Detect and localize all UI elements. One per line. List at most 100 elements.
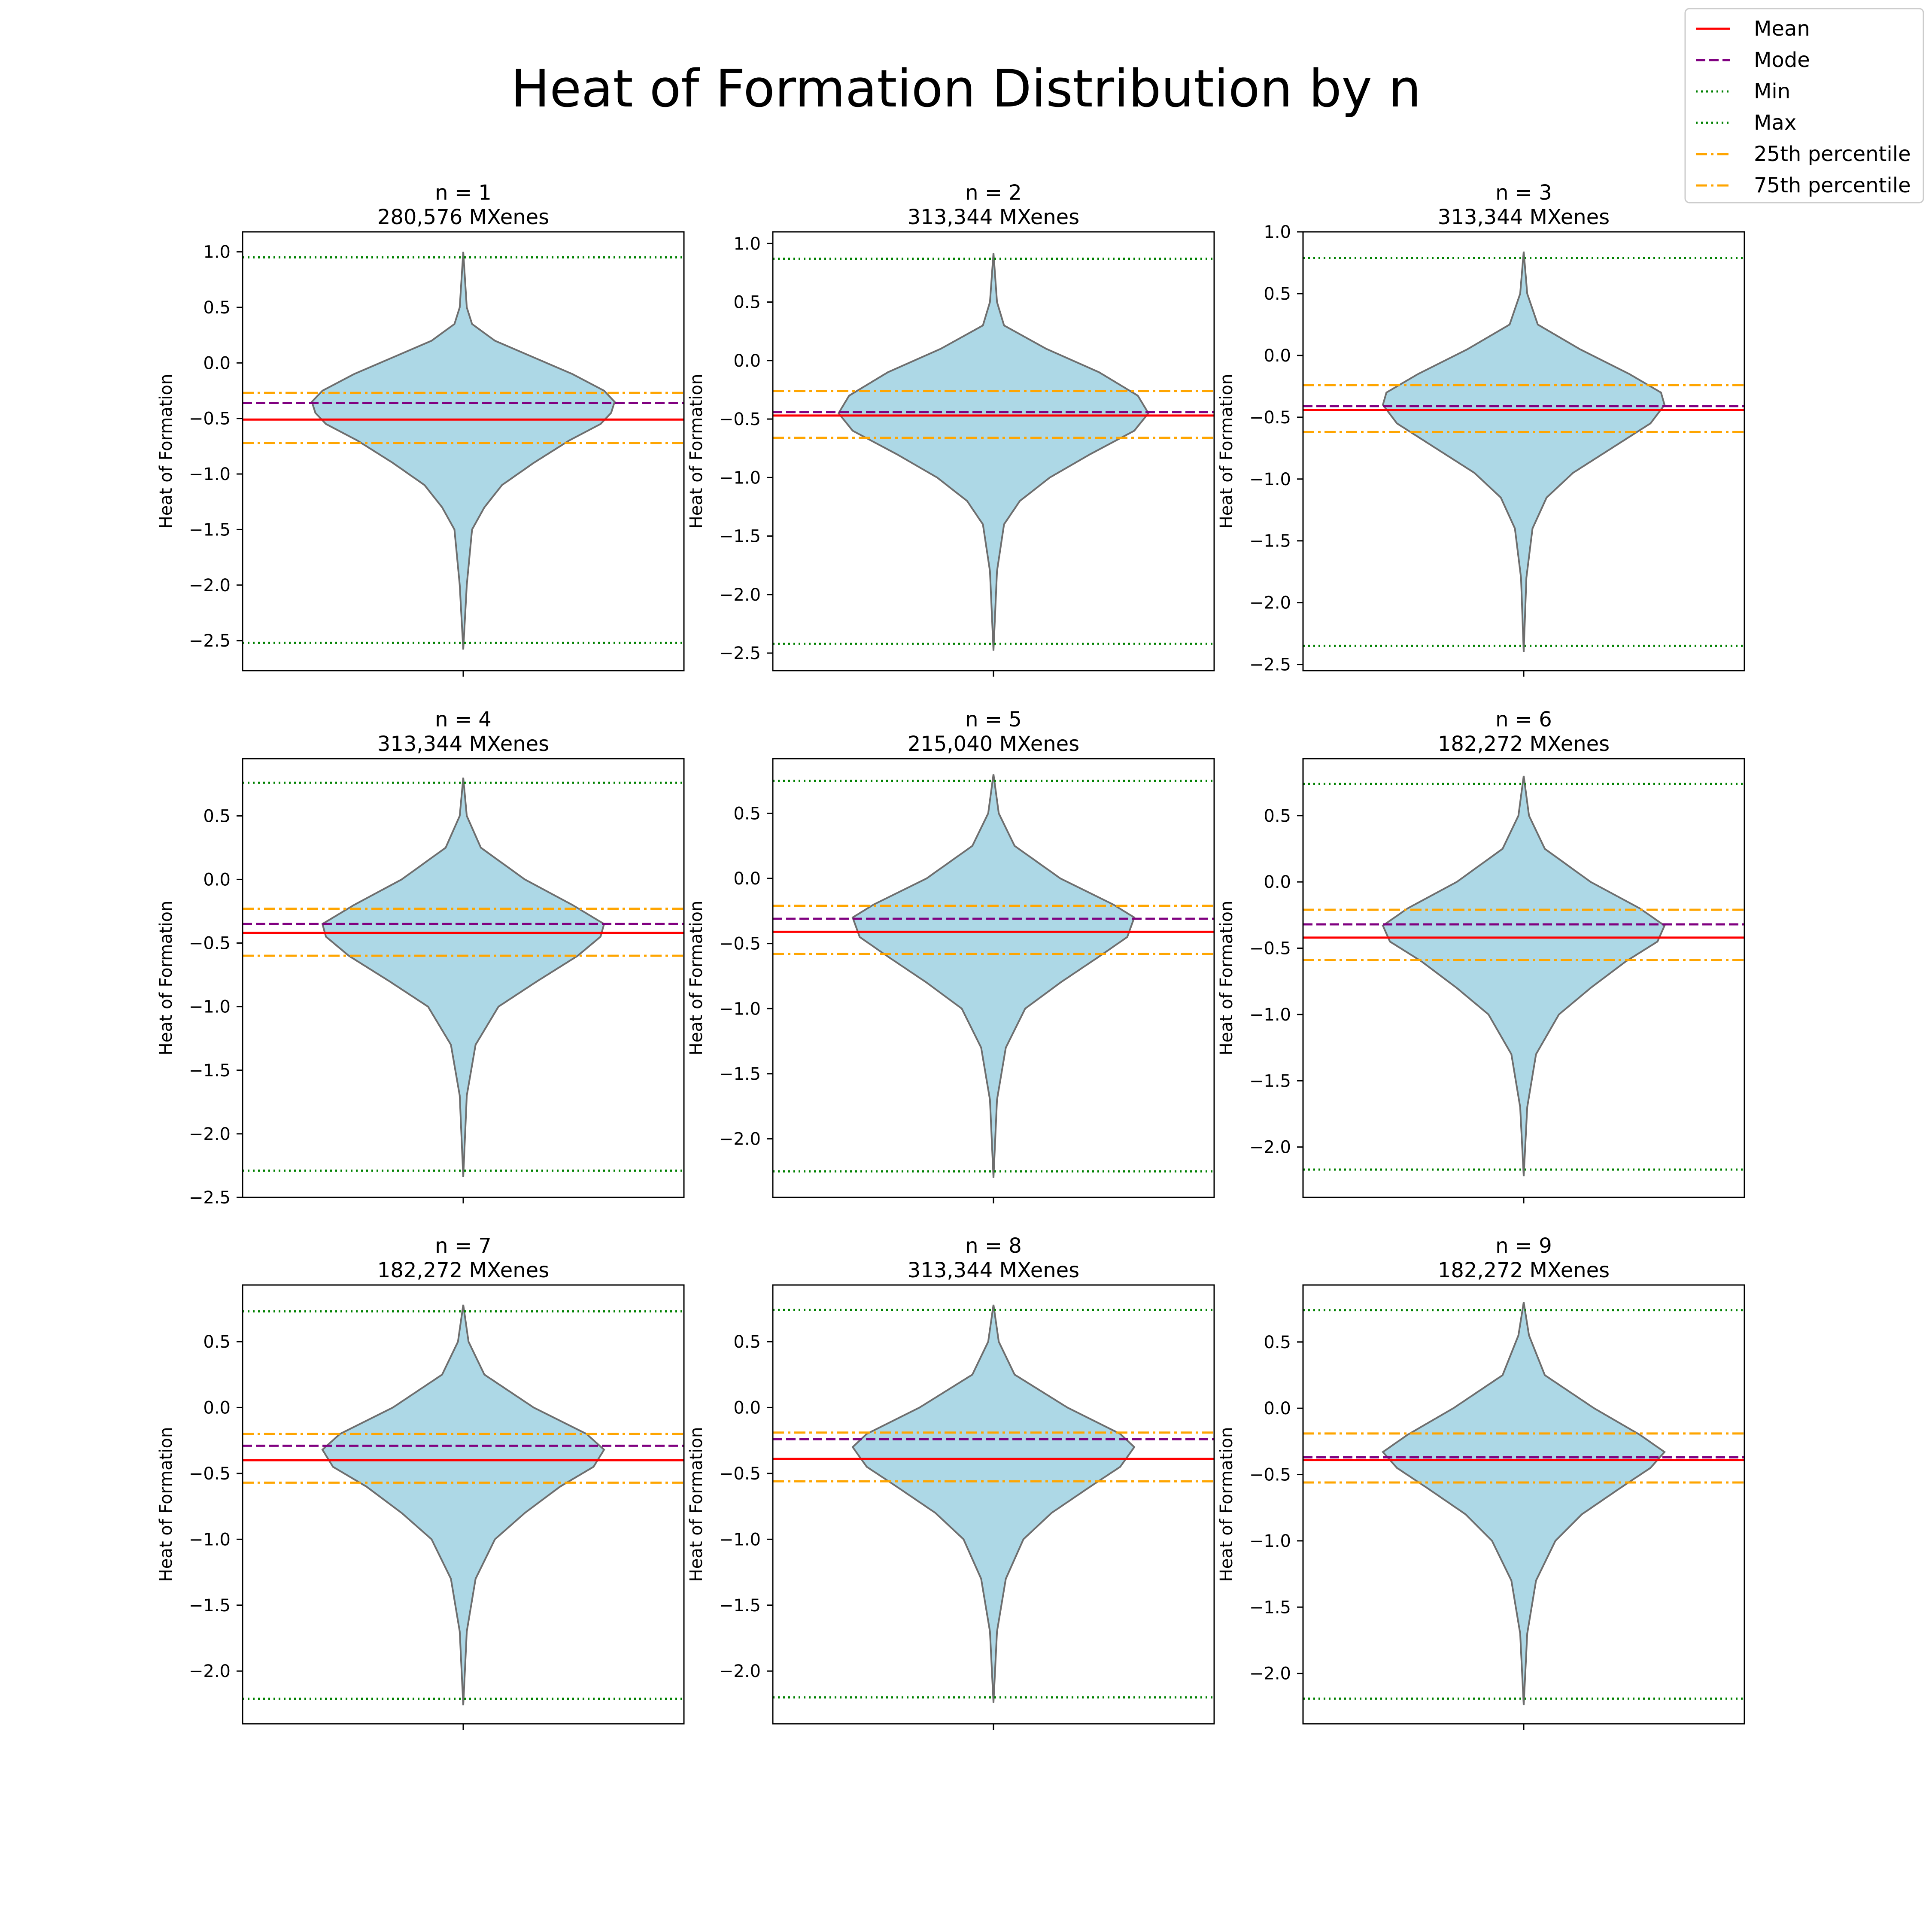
subplot-title: n = 2 bbox=[965, 181, 1022, 205]
y-tick-label: 0.5 bbox=[203, 1332, 231, 1352]
y-tick-label: 0.5 bbox=[203, 298, 231, 318]
subplot-subtitle: 215,040 MXenes bbox=[908, 732, 1079, 756]
figure-title: Heat of Formation Distribution by n bbox=[511, 59, 1421, 119]
y-tick-label: 1.0 bbox=[733, 234, 761, 254]
y-tick-label: −2.0 bbox=[1249, 1664, 1291, 1684]
subplot-subtitle: 182,272 MXenes bbox=[1438, 1258, 1610, 1282]
y-tick-label: −2.5 bbox=[189, 1188, 231, 1208]
y-tick-label: −1.5 bbox=[719, 527, 761, 547]
y-tick-label: −0.5 bbox=[1249, 939, 1291, 959]
subplot-title: n = 7 bbox=[435, 1234, 492, 1258]
y-tick-label: −1.0 bbox=[719, 1530, 761, 1549]
subplot-title: n = 8 bbox=[965, 1234, 1022, 1258]
y-axis-label: Heat of Formation bbox=[156, 374, 176, 529]
y-tick-label: −1.0 bbox=[1249, 1005, 1291, 1025]
y-tick-label: −2.0 bbox=[1249, 593, 1291, 613]
y-tick-label: −1.5 bbox=[1249, 1071, 1291, 1091]
y-tick-label: 1.0 bbox=[1264, 222, 1291, 242]
y-tick-label: −1.0 bbox=[1249, 470, 1291, 489]
y-axis-label: Heat of Formation bbox=[687, 374, 706, 529]
y-tick-label: 0.0 bbox=[1264, 1399, 1291, 1419]
subplot-subtitle: 313,344 MXenes bbox=[1438, 205, 1610, 229]
y-axis-label: Heat of Formation bbox=[156, 901, 176, 1056]
y-tick-label: −2.5 bbox=[189, 631, 231, 651]
legend-label: Mode bbox=[1754, 48, 1810, 72]
subplot-subtitle: 280,576 MXenes bbox=[377, 205, 549, 229]
y-tick-label: −1.0 bbox=[719, 468, 761, 488]
violin-body bbox=[1382, 775, 1666, 1176]
y-tick-label: −0.5 bbox=[189, 1464, 231, 1484]
y-tick-label: 0.5 bbox=[733, 293, 761, 313]
y-tick-label: 0.0 bbox=[733, 351, 761, 371]
violin-body bbox=[321, 778, 605, 1177]
y-tick-label: −1.0 bbox=[719, 999, 761, 1019]
y-tick-label: −1.5 bbox=[189, 1596, 231, 1616]
y-tick-label: −1.5 bbox=[1249, 532, 1291, 551]
y-tick-label: 0.0 bbox=[1264, 346, 1291, 366]
y-tick-label: 0.0 bbox=[203, 870, 231, 890]
y-tick-label: 0.0 bbox=[1264, 872, 1291, 892]
y-tick-label: 0.0 bbox=[203, 353, 231, 373]
subplot-title: n = 3 bbox=[1495, 181, 1552, 205]
y-tick-label: 0.5 bbox=[1264, 284, 1291, 304]
y-tick-label: 1.0 bbox=[203, 243, 231, 262]
subplot-subtitle: 313,344 MXenes bbox=[908, 205, 1079, 229]
y-tick-label: 0.5 bbox=[733, 1332, 761, 1352]
subplot-subtitle: 182,272 MXenes bbox=[377, 1258, 549, 1282]
y-tick-label: −1.0 bbox=[189, 1530, 231, 1549]
y-axis-label: Heat of Formation bbox=[1217, 1427, 1236, 1582]
y-tick-label: −2.0 bbox=[719, 1662, 761, 1681]
y-tick-label: −2.5 bbox=[1249, 655, 1291, 675]
subplot-title: n = 9 bbox=[1495, 1234, 1552, 1258]
y-tick-label: −1.0 bbox=[1249, 1531, 1291, 1551]
subplot-subtitle: 313,344 MXenes bbox=[908, 1258, 1079, 1282]
violin-body bbox=[1382, 251, 1666, 652]
legend-label: 25th percentile bbox=[1754, 142, 1911, 166]
y-axis-label: Heat of Formation bbox=[1217, 901, 1236, 1056]
y-tick-label: −1.0 bbox=[189, 997, 231, 1017]
subplot-title: n = 6 bbox=[1495, 708, 1552, 732]
legend: Mean Mode Min Max 25th percentile 75th percen… bbox=[1684, 8, 1924, 204]
y-tick-label: −1.5 bbox=[719, 1064, 761, 1084]
subplot-title: n = 1 bbox=[435, 181, 492, 205]
y-tick-label: 0.5 bbox=[733, 804, 761, 823]
violin-body bbox=[851, 1304, 1136, 1703]
y-tick-label: −2.0 bbox=[189, 1662, 231, 1681]
y-tick-label: −2.0 bbox=[719, 585, 761, 605]
y-axis-label: Heat of Formation bbox=[156, 1427, 176, 1582]
subplot-title: n = 4 bbox=[435, 708, 492, 732]
legend-label: Max bbox=[1754, 111, 1796, 135]
y-tick-label: 0.0 bbox=[203, 1398, 231, 1418]
y-tick-label: −2.0 bbox=[719, 1130, 761, 1149]
subplot-subtitle: 182,272 MXenes bbox=[1438, 732, 1610, 756]
y-axis-label: Heat of Formation bbox=[687, 901, 706, 1056]
y-tick-label: −1.0 bbox=[189, 465, 231, 484]
y-tick-label: −2.0 bbox=[1249, 1138, 1291, 1157]
y-tick-label: −1.5 bbox=[719, 1596, 761, 1616]
y-tick-label: −0.5 bbox=[1249, 408, 1291, 428]
violin-body bbox=[311, 252, 616, 650]
y-tick-label: −0.5 bbox=[719, 934, 761, 954]
y-axis-label: Heat of Formation bbox=[1217, 374, 1236, 529]
subplot-title: n = 5 bbox=[965, 708, 1022, 732]
y-tick-label: 0.0 bbox=[733, 869, 761, 889]
y-tick-label: −0.5 bbox=[189, 409, 231, 429]
y-tick-label: 0.0 bbox=[733, 1398, 761, 1418]
y-tick-label: −2.0 bbox=[189, 576, 231, 595]
y-tick-label: −1.5 bbox=[1249, 1598, 1291, 1617]
y-tick-label: −0.5 bbox=[719, 410, 761, 429]
violin-body bbox=[851, 774, 1136, 1178]
legend-label: Mean bbox=[1754, 17, 1810, 41]
legend-frame bbox=[1684, 8, 1924, 204]
y-tick-label: −2.5 bbox=[719, 644, 761, 663]
